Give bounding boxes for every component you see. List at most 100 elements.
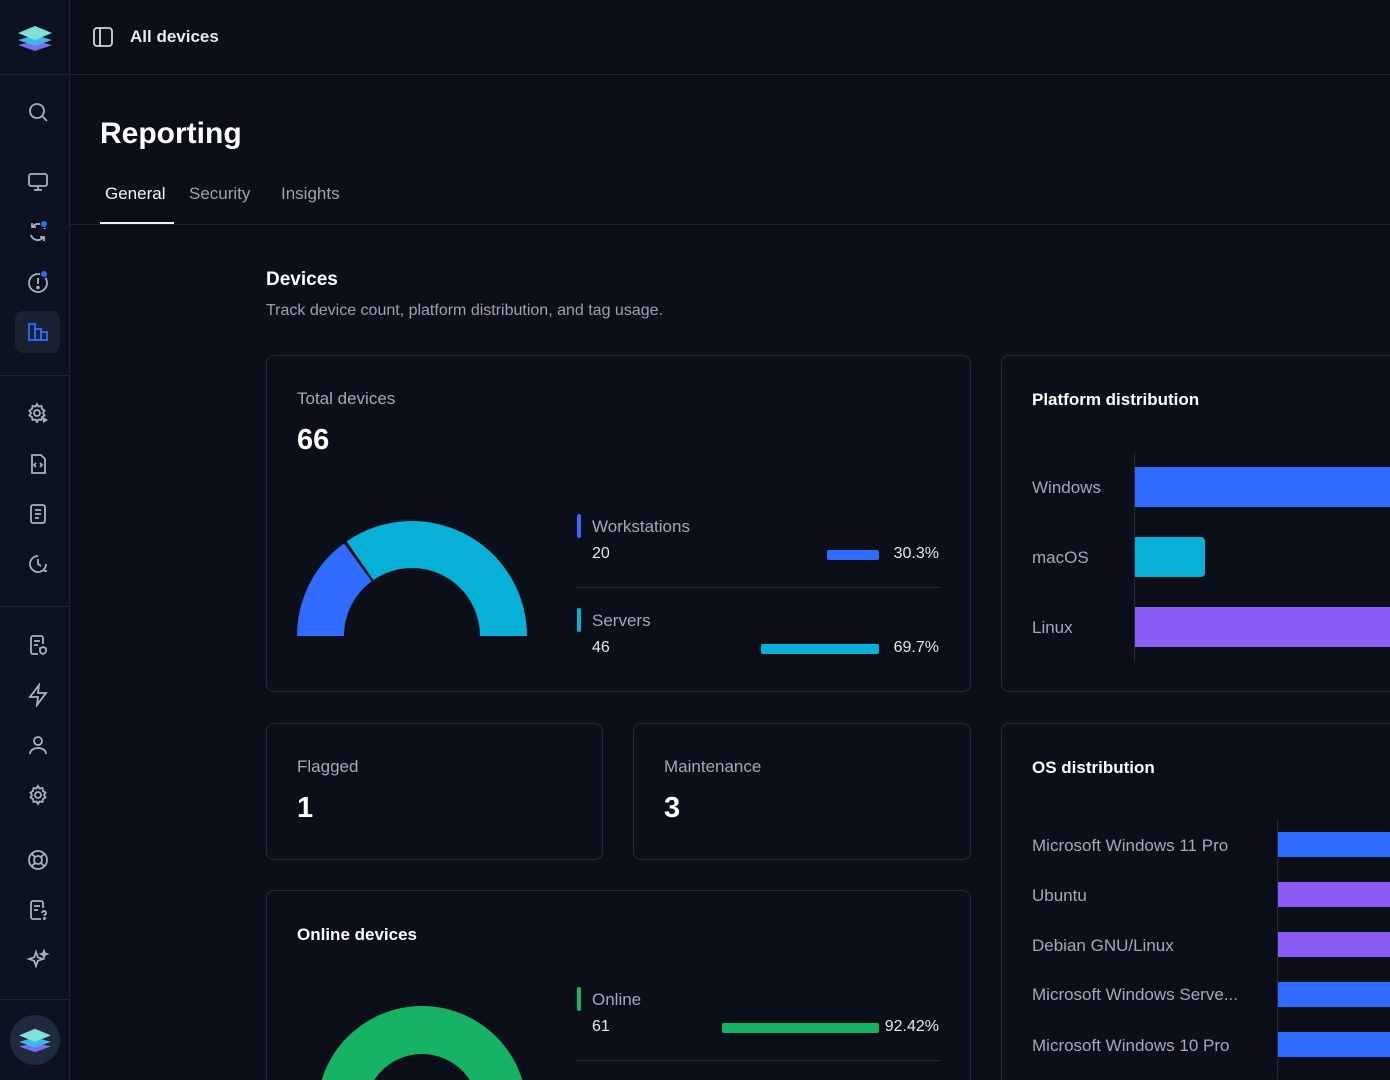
tabs-divider [70,224,1390,225]
gear-icon [28,784,47,806]
card-title: OS distribution [1032,758,1155,777]
policy-icon [29,635,47,655]
bar-linux[interactable] [1135,607,1390,647]
active-tab-indicator [100,222,174,224]
tab-general[interactable]: General [105,184,166,203]
legend-name: Servers [592,611,651,630]
nav-history[interactable] [15,543,60,585]
card-title: Online devices [297,925,417,944]
nav-users[interactable] [15,724,60,766]
section-title: Devices [266,269,338,290]
legend-name: Online [592,990,642,1009]
legend-count: 61 [592,1018,610,1035]
legend-name: Workstations [592,517,690,536]
card-value: 3 [664,792,681,824]
bar-os[interactable] [1278,1032,1390,1057]
search-icon [28,103,48,122]
notification-dot [40,220,48,228]
nav-updates[interactable] [15,211,60,253]
tab-security[interactable]: Security [189,184,251,203]
bar-os[interactable] [1278,882,1390,907]
avatar[interactable] [10,1015,60,1065]
bar-os[interactable] [1278,832,1390,857]
legend-color-servers [577,608,581,632]
card-value: 1 [297,792,314,824]
card-label: Maintenance [664,757,762,776]
reports-icon [27,323,48,341]
platform-distribution-card: Platform distribution Windows macOS Linu… [1001,355,1390,692]
bar-label: macOS [1032,548,1089,567]
bar-label: Ubuntu [1032,886,1087,905]
nav-policies[interactable] [15,624,60,666]
tab-insights[interactable]: Insights [281,184,340,203]
bar-macos[interactable] [1135,537,1205,577]
lightning-icon [27,683,48,707]
sidebar-toggle-icon[interactable] [92,26,114,48]
document-icon [29,504,46,524]
nav-help[interactable] [15,889,60,931]
chart-axis [1277,819,1278,1079]
history-icon [28,555,47,573]
legend-share-bar [761,644,879,654]
help-doc-icon [29,900,47,920]
legend-share-bar [827,550,879,560]
bar-label: Microsoft Windows 11 Pro [1032,836,1229,855]
bar-windows[interactable] [1135,467,1390,507]
os-distribution-card: OS distribution Microsoft Windows 11 Pro… [1001,723,1390,1080]
app-logo[interactable] [15,18,55,58]
support-icon [27,850,48,870]
breadcrumb: All devices [130,27,219,46]
layers-logo-icon [19,1028,51,1053]
maintenance-card[interactable]: Maintenance 3 [633,723,971,860]
nav-devices[interactable] [15,161,60,203]
legend-count: 20 [592,545,610,562]
notification-dot [40,270,48,278]
bar-os[interactable] [1278,932,1390,957]
card-value: 66 [297,424,330,456]
nav-settings[interactable] [15,774,60,816]
legend-color-workstations [577,514,581,538]
online-devices-card: Online devices Online 61 92.42% [266,890,971,1080]
legend-share-bar [722,1023,879,1033]
legend-color-online [577,987,581,1011]
bar-label: Windows [1032,478,1101,497]
legend-percent: 69.7% [893,639,939,656]
layers-logo-icon [18,26,52,51]
nav-scripts[interactable] [15,443,60,485]
card-label: Total devices [297,389,396,408]
nav-ai[interactable] [15,939,60,981]
legend-percent: 92.42% [884,1018,939,1035]
flagged-card[interactable]: Flagged 1 [266,723,603,860]
device-type-gauge [297,521,527,636]
card-title: Platform distribution [1032,390,1200,409]
gauge-segment-workstations [297,543,372,636]
bar-os[interactable] [1278,982,1390,1007]
legend-divider [577,1060,940,1061]
section-subtitle: Track device count, platform distributio… [266,302,663,319]
nav-documents[interactable] [15,493,60,535]
chart-axis [1134,452,1135,662]
user-icon [28,736,47,755]
legend-percent: 30.3% [893,545,939,562]
total-devices-card: Total devices 66 Workstations 20 30.3% S… [266,355,971,692]
monitor-icon [27,173,48,191]
card-label: Flagged [297,757,359,776]
bar-label: Microsoft Windows Serve... [1032,985,1238,1004]
nav-search[interactable] [15,91,60,133]
top-bar: All devices [70,0,1390,75]
sparkles-icon [25,948,50,969]
bar-label: Linux [1032,618,1073,637]
settings-play-icon [27,402,48,424]
gauge-segment-online [321,1006,523,1080]
script-file-icon [30,454,46,474]
nav-alerts[interactable] [15,262,60,304]
nav-automation[interactable] [15,392,60,434]
tab-bar: General Security Insights [100,184,345,204]
bar-label: Debian GNU/Linux [1032,936,1174,955]
page-title: Reporting [100,117,242,150]
gauge-segment-servers [346,521,527,636]
sidebar [0,0,70,1080]
nav-actions[interactable] [15,674,60,716]
nav-support[interactable] [15,839,60,881]
nav-reports[interactable] [15,311,60,353]
